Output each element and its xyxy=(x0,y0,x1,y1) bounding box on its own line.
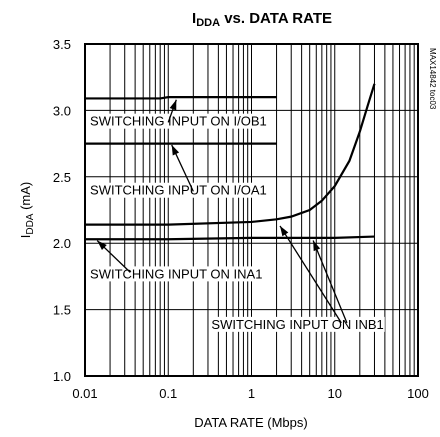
series-line-1 xyxy=(85,96,277,100)
series-line-3 xyxy=(85,83,376,226)
annotation-arrowhead xyxy=(313,240,321,252)
annotation-arrowhead xyxy=(280,225,289,237)
annotation-label: SWITCHING INPUT ON I/OB1 xyxy=(90,114,267,129)
title-subscript: DDA xyxy=(196,17,220,29)
side-note: MAX14842 toc03 xyxy=(428,48,437,110)
plot-frame xyxy=(84,43,419,377)
y-tick-label: 3.0 xyxy=(53,103,71,118)
x-tick-label: 1 xyxy=(248,386,255,401)
x-tick-label: 0.1 xyxy=(159,386,177,401)
x-tick-label: 10 xyxy=(328,386,342,401)
ylabel-main: I xyxy=(18,235,33,239)
annotation-label: SWITCHING INPUT ON INA1 xyxy=(90,266,262,281)
y-tick-label: 1.0 xyxy=(53,369,71,384)
y-tick-label: 1.5 xyxy=(53,303,71,318)
annotation-arrowhead xyxy=(169,99,177,111)
x-axis-label: DATA RATE (Mbps) xyxy=(194,415,307,430)
annotations: SWITCHING INPUT ON I/OB1 SWITCHING INPUT … xyxy=(89,99,385,332)
series-lines xyxy=(85,83,376,241)
title-rest: vs. DATA RATE xyxy=(220,10,332,27)
annotation-label: SWITCHING INPUT ON I/OA1 xyxy=(90,183,267,198)
tick-labels: 0.01 0.1 1 10 100 1.0 1.5 2.0 2.5 3.0 3.5 xyxy=(53,37,429,401)
annotation-label: SWITCHING INPUT ON INB1 xyxy=(211,317,383,332)
annotation-arrow xyxy=(279,225,342,324)
annotation-arrowhead xyxy=(97,240,107,250)
title-main: I xyxy=(192,10,196,27)
series-line-4 xyxy=(85,235,375,241)
annotation-label-bg xyxy=(89,113,268,129)
ylabel-subscript: DDA xyxy=(25,213,36,234)
x-tick-label: 0.01 xyxy=(72,386,97,401)
y-tick-label: 2.0 xyxy=(53,236,71,251)
annotation-label-bg xyxy=(210,316,385,332)
ylabel-rest: (mA) xyxy=(18,182,33,214)
y-tick-label: 3.5 xyxy=(53,37,71,52)
y-tick-label: 2.5 xyxy=(53,170,71,185)
chart-title: IDDA vs. DATA RATE xyxy=(192,10,332,29)
annotation-label-bg xyxy=(89,182,268,198)
annotation-arrowhead xyxy=(171,144,180,156)
annotation-arrow xyxy=(312,240,348,324)
annotation-label-bg xyxy=(89,266,264,282)
x-tick-label: 100 xyxy=(407,386,429,401)
y-axis-label: IDDA (mA) xyxy=(18,182,36,239)
